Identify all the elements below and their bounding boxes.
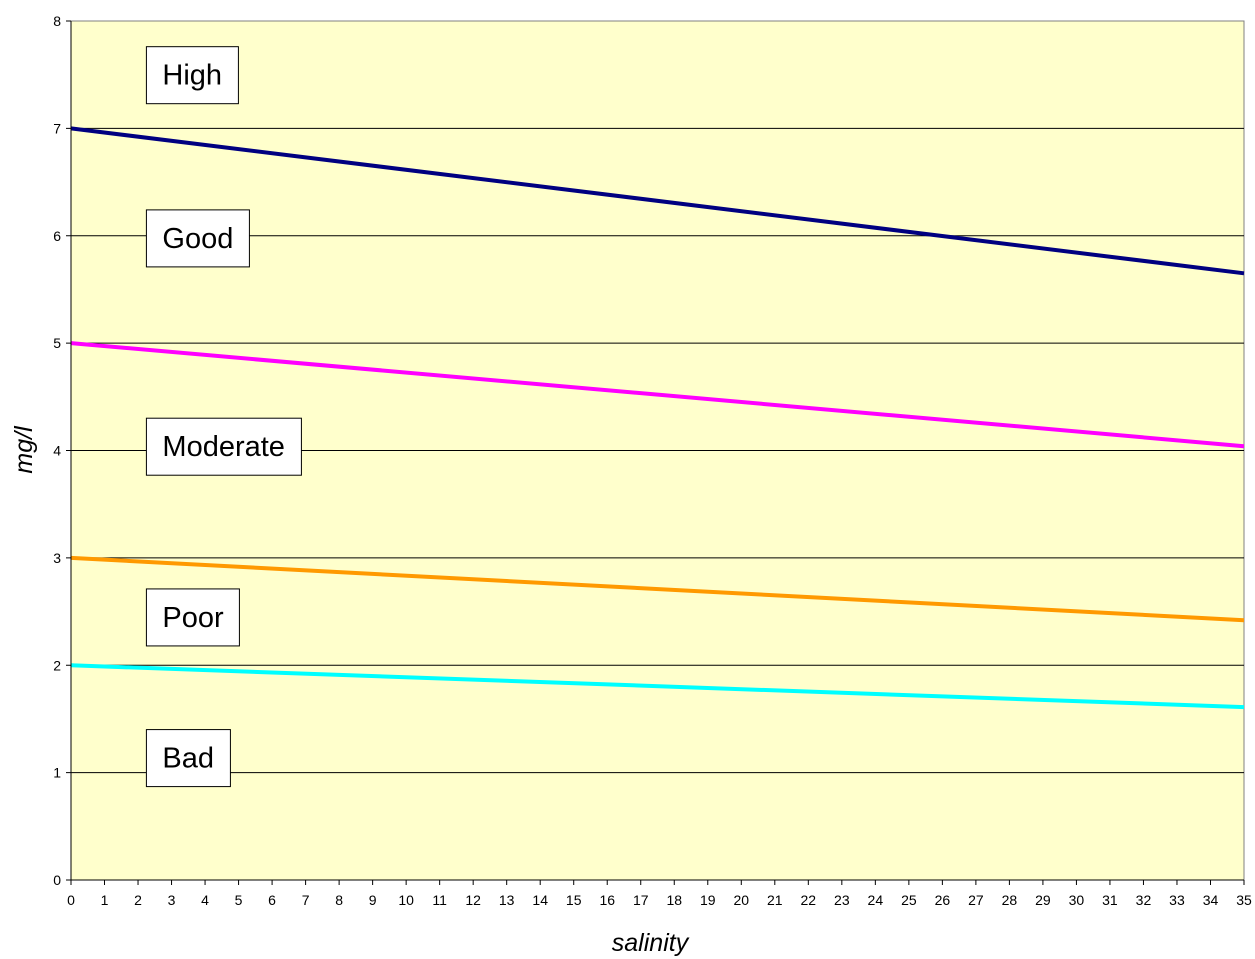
series-line-1 xyxy=(70,126,1245,276)
class-label-text: Bad xyxy=(162,743,214,775)
x-tick-label: 24 xyxy=(868,892,884,908)
x-tick-label: 33 xyxy=(1169,892,1185,908)
class-label-box xyxy=(145,46,239,105)
x-tick-label: 1 xyxy=(101,892,109,908)
x-tick-label: 13 xyxy=(499,892,515,908)
class-label-high: High xyxy=(145,46,239,105)
x-tick-labels: 0 1 2 3 4 5 6 7 8 9 10 11 12 13 14 15 16 17 18 19 20 21 22 23 24… xyxy=(67,880,1252,908)
class-label-text: Moderate xyxy=(162,431,285,463)
x-tick-label: 28 xyxy=(1002,892,1018,908)
class-label-poor: Poor xyxy=(145,588,240,647)
x-tick-label: 32 xyxy=(1136,892,1152,908)
y-tick-label: 7 xyxy=(53,120,61,136)
y-tick-label: 2 xyxy=(53,657,61,673)
x-tick-label: 15 xyxy=(566,892,582,908)
class-label-bad: Bad xyxy=(145,729,231,788)
series-line-2 xyxy=(70,341,1245,449)
series-line-4 xyxy=(70,663,1245,710)
x-tick-label: 4 xyxy=(201,892,209,908)
y-tick-label: 1 xyxy=(53,765,61,781)
x-tick-label: 0 xyxy=(67,892,75,908)
x-tick-label: 7 xyxy=(302,892,310,908)
x-tick-label: 5 xyxy=(235,892,243,908)
x-tick-label: 6 xyxy=(268,892,276,908)
x-tick-label: 12 xyxy=(465,892,481,908)
x-tick-label: 14 xyxy=(532,892,548,908)
class-label-moderate: Moderate xyxy=(145,417,302,476)
class-label-box xyxy=(145,729,231,788)
x-tick-label: 35 xyxy=(1236,892,1252,908)
y-tick-label: 5 xyxy=(53,335,61,351)
x-tick-label: 31 xyxy=(1102,892,1118,908)
class-label-text: High xyxy=(162,60,222,92)
gridlines xyxy=(71,127,1244,774)
x-tick-label: 21 xyxy=(767,892,783,908)
class-label-text: Good xyxy=(162,223,233,255)
x-axis-title: salinity xyxy=(612,929,690,957)
x-tick-label: 11 xyxy=(432,892,447,908)
x-tick-label: 25 xyxy=(901,892,917,908)
class-label-text: Poor xyxy=(162,602,224,634)
y-tick-label: 4 xyxy=(53,443,61,459)
x-tick-label: 19 xyxy=(700,892,716,908)
x-tick-label: 17 xyxy=(633,892,649,908)
x-tick-label: 8 xyxy=(335,892,343,908)
x-tick-label: 23 xyxy=(834,892,850,908)
x-tick-label: 10 xyxy=(398,892,414,908)
x-tick-label: 26 xyxy=(935,892,951,908)
class-annotations: High Good Moderate Poor Bad xyxy=(145,46,302,788)
class-label-box xyxy=(145,417,302,476)
x-tick-label: 9 xyxy=(369,892,377,908)
x-tick-label: 34 xyxy=(1203,892,1219,908)
series-lines xyxy=(70,126,1245,710)
y-tick-label: 6 xyxy=(53,228,61,244)
y-tick-labels: 0 1 2 3 4 5 6 7 8 xyxy=(53,13,71,888)
class-label-box xyxy=(145,209,250,268)
x-tick-label: 20 xyxy=(733,892,749,908)
y-axis-title: mg/l xyxy=(10,425,38,474)
class-label-good: Good xyxy=(145,209,250,268)
x-tick-label: 22 xyxy=(801,892,817,908)
x-tick-label: 3 xyxy=(168,892,176,908)
y-tick-label: 0 xyxy=(53,872,61,888)
x-tick-label: 2 xyxy=(134,892,142,908)
class-label-box xyxy=(145,588,240,647)
x-tick-label: 18 xyxy=(666,892,682,908)
x-tick-label: 29 xyxy=(1035,892,1051,908)
y-tick-label: 3 xyxy=(53,550,61,566)
x-tick-label: 30 xyxy=(1069,892,1085,908)
x-tick-label: 16 xyxy=(599,892,615,908)
y-tick-label: 8 xyxy=(53,13,61,29)
series-line-3 xyxy=(70,555,1245,623)
x-tick-label: 27 xyxy=(968,892,984,908)
